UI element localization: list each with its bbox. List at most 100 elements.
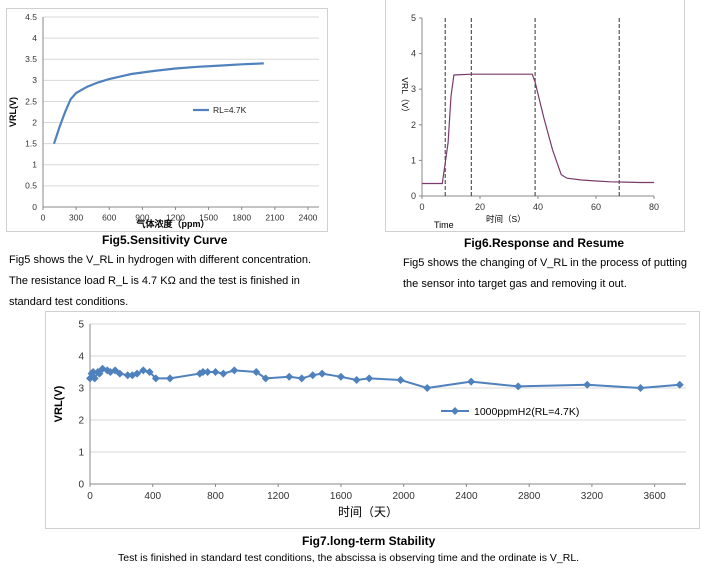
y-tick-label: 3 (32, 75, 37, 85)
fig5-caption: Fig5.Sensitivity Curve (102, 233, 228, 247)
x-tick-label: 600 (102, 213, 116, 223)
legend-label: RL=4.7K (213, 105, 247, 115)
y-tick-label: 1 (32, 160, 37, 170)
fig5-desc-line: Fig5 shows the V_RL in hydrogen with dif… (9, 254, 312, 266)
data-point (165, 374, 174, 383)
y-tick-label: 0 (411, 191, 416, 201)
y-tick-label: 4 (411, 49, 416, 59)
x-tick-label: 2400 (455, 491, 478, 502)
fig7-chart: 0 1 2 3 4 5 0 400 800 1200 1600 2000 2400 2800 3200 360… (53, 319, 686, 519)
y-tick-label: 2 (411, 120, 416, 130)
x-tick-label: 1600 (330, 491, 353, 502)
series-line-rl-4.7k (52, 62, 264, 145)
fig6-chart-frame: 0 1 2 3 4 5 0 20 40 60 80 Time 时间（S） VRL（V） (385, 0, 685, 232)
data-point (675, 380, 684, 389)
data-point (514, 382, 523, 391)
fig7-description: Test is finished in standard test condit… (118, 552, 580, 564)
x-tick-label: 400 (144, 491, 161, 502)
y-tick-label: 2 (32, 117, 37, 127)
x-axis-label: 时间（天） (338, 505, 398, 519)
x-tick-label: 0 (419, 202, 424, 212)
x-tick-label: 1800 (232, 213, 251, 223)
x-tick-label: 2400 (298, 213, 317, 223)
series-line-1000ppm (89, 367, 680, 390)
x-tick-label: 40 (533, 202, 543, 212)
data-point (151, 374, 160, 383)
data-point (297, 374, 306, 383)
x-tick-label: 0 (41, 213, 46, 223)
data-point (133, 369, 142, 378)
data-point (230, 366, 239, 375)
y-tick-label: 3 (411, 84, 416, 94)
x-axis-label: 气体浓度（ppm） (136, 218, 210, 229)
data-point (89, 368, 98, 376)
y-tick-label: 0 (32, 202, 37, 212)
data-point (308, 371, 317, 380)
fig5-chart: 0 0.5 1 1.5 2 2.5 3 3.5 4 4.5 0 300 600 900 1200 1500 18… (8, 12, 319, 229)
x-tick-label: 900 (135, 213, 149, 223)
response-series-line (422, 73, 654, 185)
y-tick-label: 4.5 (25, 12, 37, 22)
data-point (261, 374, 270, 383)
data-point (583, 380, 592, 389)
y-tick-label: 3 (78, 383, 84, 394)
y-tick-label: 4 (32, 33, 37, 43)
data-point (352, 376, 361, 384)
fig6-caption: Fig6.Response and Resume (464, 236, 625, 250)
x-tick-label: 1200 (166, 213, 185, 223)
data-point (336, 372, 345, 381)
x-extra-label: Time (434, 220, 454, 230)
x-tick-label: 0 (87, 491, 93, 502)
data-point (467, 377, 476, 386)
y-axis-label: VRL（V） (400, 77, 410, 116)
legend-swatch-marker (451, 407, 459, 415)
y-tick-label: 1 (78, 447, 84, 458)
data-point (219, 369, 228, 378)
x-tick-label: 300 (69, 213, 83, 223)
x-tick-label: 2100 (265, 213, 284, 223)
x-axis-label: 时间（S） (486, 214, 526, 224)
fig5-description: Fig5 shows the V_RL in hydrogen with dif… (9, 250, 319, 313)
y-tick-label: 5 (78, 319, 84, 330)
fig6-chart: 0 1 2 3 4 5 0 20 40 60 80 Time 时间（S） VRL（V） (400, 13, 659, 230)
data-point (123, 371, 132, 380)
fig6-description: Fig5 shows the changing of V_RL in the p… (403, 253, 689, 295)
fig6-desc-line: the sensor into target gas and removing … (403, 278, 627, 290)
data-point (139, 366, 148, 375)
data-point (115, 369, 124, 378)
fig5-chart-frame: 0 0.5 1 1.5 2 2.5 3 3.5 4 4.5 0 300 600 900 1200 1500 18… (6, 8, 328, 232)
x-tick-label: 1500 (199, 213, 218, 223)
data-point (198, 368, 207, 376)
y-tick-label: 4 (78, 351, 84, 362)
fig7-chart-frame: 0 1 2 3 4 5 0 400 800 1200 1600 2000 2400 2800 3200 360… (45, 311, 700, 529)
x-tick-label: 60 (591, 202, 601, 212)
y-tick-label: 5 (411, 13, 416, 23)
data-point (636, 384, 645, 392)
x-tick-label: 800 (207, 491, 224, 502)
data-point (203, 368, 212, 376)
data-point (145, 368, 154, 376)
data-point (423, 384, 432, 392)
data-point (285, 372, 294, 381)
fig5-desc-line: standard test conditions. (9, 296, 129, 308)
x-tick-label: 2800 (518, 491, 541, 502)
data-point (365, 374, 374, 383)
data-point (86, 374, 94, 383)
x-tick-label: 80 (649, 202, 659, 212)
legend-label: 1000ppmH2(RL=4.7K) (474, 406, 579, 418)
y-tick-label: 1 (411, 155, 416, 165)
y-tick-label: 2.5 (25, 96, 37, 106)
x-tick-label: 1200 (267, 491, 290, 502)
y-tick-label: 2 (78, 415, 84, 426)
data-point (211, 368, 220, 376)
data-point (252, 368, 261, 376)
y-tick-label: 3.5 (25, 54, 37, 64)
y-tick-label: 0.5 (25, 181, 37, 191)
x-tick-label: 2000 (393, 491, 416, 502)
y-tick-label: 1.5 (25, 139, 37, 149)
fig6-desc-line: Fig5 shows the changing of V_RL in the p… (403, 257, 687, 269)
x-tick-label: 20 (475, 202, 485, 212)
x-tick-label: 3200 (581, 491, 604, 502)
y-axis-label: VRL(V) (8, 97, 18, 127)
y-tick-label: 0 (78, 479, 84, 490)
